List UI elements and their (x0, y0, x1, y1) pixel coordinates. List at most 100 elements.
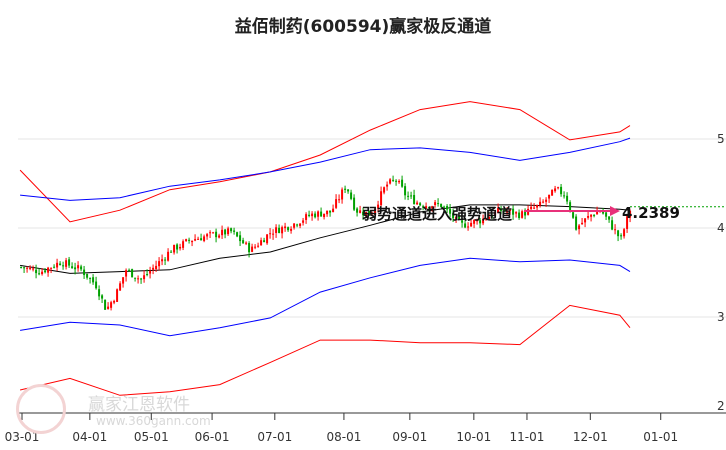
candle-body (53, 266, 56, 268)
candle-body (542, 201, 545, 203)
candle-body (131, 269, 134, 278)
candle-body (62, 265, 65, 267)
candle-body (44, 270, 47, 273)
watermark-logo (16, 384, 66, 434)
candle-body (224, 229, 227, 235)
candle-body (422, 206, 425, 208)
candle-body (221, 229, 224, 236)
candle-body (401, 179, 404, 187)
candle-body (419, 203, 422, 206)
candle-body (38, 273, 41, 275)
candle-body (557, 187, 560, 189)
candle-body (110, 302, 113, 308)
x-tick-label: 04-01 (72, 430, 107, 444)
candle-body (629, 210, 632, 218)
candle-body (563, 195, 566, 197)
candle-body (266, 234, 269, 244)
candle-body (440, 203, 443, 208)
candle-body (377, 204, 380, 209)
chart-title: 益佰制药(600594)赢家极反通道 (234, 17, 492, 37)
band-middle (20, 204, 631, 274)
candle-body (242, 240, 245, 244)
candle-body (314, 213, 317, 218)
candle-body (410, 195, 413, 197)
x-tick-label: 07-01 (257, 430, 292, 444)
candle-body (275, 227, 278, 234)
candle-body (521, 211, 524, 218)
candle-body (293, 223, 296, 228)
candle-body (365, 211, 368, 217)
candle-body (533, 207, 536, 209)
candle-body (101, 295, 104, 299)
candle-body (140, 278, 143, 280)
candle-body (317, 211, 320, 217)
candle-body (185, 239, 188, 242)
candle-body (356, 208, 359, 213)
candle-body (368, 210, 371, 216)
y-tick-label: 2 (717, 399, 725, 413)
candle-body (272, 233, 275, 235)
y-tick-label: 5 (717, 132, 725, 146)
candle-body (59, 263, 62, 266)
candle-body (461, 220, 464, 223)
candle-body (158, 261, 161, 267)
candle-body (296, 224, 299, 226)
candle-body (278, 227, 281, 233)
candle-body (482, 218, 485, 224)
candle-body (23, 267, 26, 269)
candle-body (83, 269, 86, 276)
candle-body (137, 278, 140, 280)
candle-body (149, 270, 152, 274)
y-tick-label: 3 (717, 310, 725, 324)
last-price-label: 4.2389 (622, 204, 680, 222)
candle-body (332, 208, 335, 213)
candle-body (239, 235, 242, 242)
candle-body (263, 240, 266, 243)
candle-body (371, 215, 374, 217)
candle-body (320, 211, 323, 217)
candle-body (65, 260, 68, 267)
candle-body (407, 195, 410, 197)
candle-body (302, 220, 305, 223)
candle-body (359, 210, 362, 213)
candle-body (431, 206, 434, 209)
candle-body (362, 211, 365, 216)
candle-body (335, 199, 338, 208)
band-lower-inner (20, 257, 631, 337)
candle-body (152, 267, 155, 270)
candle-body (179, 246, 182, 249)
candle-body (212, 232, 215, 234)
candle-body (161, 259, 164, 262)
candle-body (575, 216, 578, 230)
candle-body (146, 273, 149, 275)
signal-arrowhead (610, 206, 620, 216)
candle-body (584, 218, 587, 223)
candle-body (548, 194, 551, 199)
candle-body (200, 238, 203, 241)
candle-body (215, 231, 218, 238)
candle-body (71, 266, 74, 269)
candle-body (203, 236, 206, 241)
candle-body (26, 267, 29, 269)
candle-body (134, 277, 137, 279)
candle-body (389, 179, 392, 184)
x-tick-label: 11-01 (510, 430, 545, 444)
candle-body (515, 212, 518, 214)
candle-body (269, 233, 272, 235)
candle-body (311, 213, 314, 217)
candle-body (257, 245, 260, 247)
candle-body (107, 306, 110, 309)
candle-body (191, 240, 194, 243)
candle-body (170, 251, 173, 253)
candle-body (530, 206, 533, 209)
candle-body (497, 207, 500, 214)
signal-annotation: 弱势通道进入强势通道 (362, 205, 512, 223)
candle-body (374, 208, 377, 216)
candle-body (251, 246, 254, 252)
candle-body (323, 213, 326, 218)
candle-body (620, 235, 623, 237)
candle-body (626, 216, 629, 229)
candle-body (128, 269, 131, 271)
candle-body (98, 289, 101, 297)
